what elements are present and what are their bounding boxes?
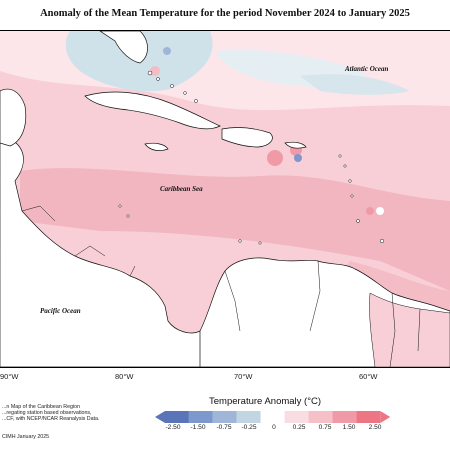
cool-spot-puerto-rico bbox=[294, 154, 302, 162]
legend-tick-label: -2.50 bbox=[165, 424, 181, 431]
cool-anomaly-atlantic-2 bbox=[300, 74, 410, 95]
label-caribbean-sea: Caribbean Sea bbox=[160, 185, 203, 193]
legend-arrow-right bbox=[380, 411, 390, 423]
note-line-1: ...n Map of the Caribbean Region bbox=[2, 404, 81, 410]
label-atlantic-ocean: Atlantic Ocean bbox=[345, 65, 389, 73]
lon-label-60w: 60°W bbox=[359, 372, 378, 381]
neutral-spot bbox=[376, 207, 384, 215]
land-jamaica bbox=[144, 142, 169, 151]
note-line-3: ...CF, with NCEP/NCAR Reanalysis Data. bbox=[2, 416, 100, 422]
country-borders bbox=[21, 205, 421, 367]
lon-label-90w: 90°W bbox=[0, 372, 19, 381]
legend-tick-label: -0.25 bbox=[241, 424, 257, 431]
map-canvas bbox=[0, 31, 450, 367]
note-line-2: ...regating station based observations, bbox=[2, 410, 92, 416]
cool-spot bbox=[163, 47, 171, 55]
legend-swatch bbox=[332, 411, 357, 423]
land-yucatan bbox=[0, 88, 27, 147]
legend-arrow-left bbox=[155, 411, 165, 423]
legend-swatch bbox=[236, 411, 261, 423]
map-title: Anomaly of the Mean Temperature for the … bbox=[40, 8, 410, 19]
land-guianas-shaded bbox=[369, 292, 450, 367]
warm-anomaly-caribbean bbox=[20, 168, 450, 291]
legend-swatch bbox=[284, 411, 309, 423]
legend-swatch bbox=[308, 411, 333, 423]
warm-spot-hispaniola bbox=[267, 150, 283, 166]
land-hispaniola bbox=[221, 127, 273, 148]
anomaly-map: Atlantic Ocean Caribbean Sea Pacific Oce… bbox=[0, 30, 450, 368]
legend-tick-label: 2.50 bbox=[368, 424, 382, 431]
label-pacific-ocean: Pacific Ocean bbox=[40, 307, 81, 315]
legend-colorbar bbox=[155, 411, 390, 423]
legend-tick-label: 0.25 bbox=[292, 424, 306, 431]
note-credit: CIMH January 2025 bbox=[2, 434, 50, 440]
legend-swatch bbox=[165, 411, 189, 423]
land-puerto-rico bbox=[284, 141, 307, 149]
legend-tick-label: 0 bbox=[272, 424, 276, 431]
lon-label-70w: 70°W bbox=[234, 372, 253, 381]
land-small-islands bbox=[118, 70, 385, 245]
legend-swatch bbox=[188, 411, 213, 423]
warm-spot-east-caribbean bbox=[366, 207, 374, 215]
warm-spot-cuba bbox=[150, 66, 160, 76]
land-florida bbox=[99, 31, 148, 64]
legend-swatch bbox=[356, 411, 381, 423]
legend-swatch bbox=[212, 411, 237, 423]
land-cuba bbox=[84, 91, 221, 130]
legend-tick-label: -0.75 bbox=[216, 424, 232, 431]
legend-title: Temperature Anomaly (°C) bbox=[209, 396, 322, 407]
legend-swatch bbox=[260, 411, 285, 423]
legend-tick-label: 0.75 bbox=[318, 424, 332, 431]
legend-tick-label: -1.50 bbox=[190, 424, 206, 431]
lon-label-80w: 80°W bbox=[115, 372, 134, 381]
legend-tick-label: 1.50 bbox=[342, 424, 356, 431]
